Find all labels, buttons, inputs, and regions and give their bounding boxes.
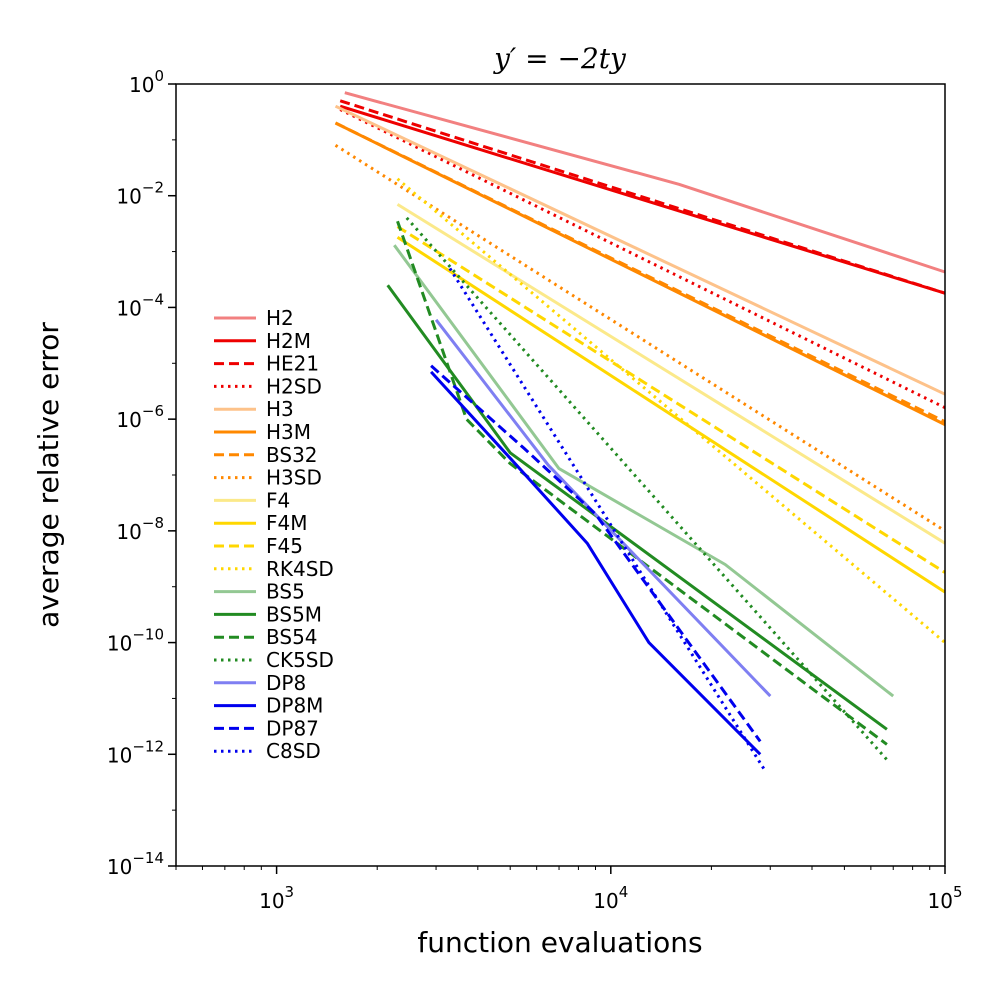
plot-frame — [175, 83, 946, 867]
y-tick-label: 10−6 — [116, 402, 164, 432]
legend-label: H3M — [266, 420, 311, 444]
series-line-h2 — [344, 91, 946, 274]
legend-label: H2M — [266, 329, 311, 353]
legend-label: H3SD — [266, 466, 322, 490]
legend-label: C8SD — [266, 739, 321, 763]
series-line-dp8 — [434, 318, 772, 698]
legend-item-bs5: BS5 — [214, 580, 305, 604]
series-line-dp8m — [429, 370, 762, 756]
series-line-h3 — [334, 104, 946, 396]
y-tick-label: 10−10 — [107, 626, 164, 656]
series-line-f4m — [396, 236, 946, 594]
legend-label: BS32 — [266, 443, 318, 467]
legend-label: RK4SD — [266, 557, 334, 581]
legend-label: BS5 — [266, 580, 305, 604]
series-line-he21 — [339, 99, 946, 295]
y-tick-label: 10−12 — [107, 737, 164, 767]
legend-item-h2m: H2M — [214, 329, 311, 353]
legend-item-bs5m: BS5M — [214, 602, 322, 626]
legend-label: BS5M — [266, 602, 322, 626]
legend-label: H2 — [266, 306, 294, 330]
legend-label: F4M — [266, 511, 307, 535]
series-line-h2sd — [339, 108, 946, 410]
legend-item-c8sd: C8SD — [214, 739, 321, 763]
legend-item-bs54: BS54 — [214, 625, 318, 649]
series-line-h3sd — [334, 144, 946, 533]
plot-area — [334, 91, 946, 772]
legend-label: HE21 — [266, 352, 319, 376]
legend-item-h3: H3 — [214, 397, 294, 421]
y-tick-label: 100 — [129, 67, 164, 97]
series-line-bs54 — [396, 220, 888, 746]
legend-item-f4m: F4M — [214, 511, 307, 535]
series-line-c8sd — [448, 267, 767, 772]
series-line-bs5 — [393, 244, 895, 698]
legend-item-rk4sd: RK4SD — [214, 557, 334, 581]
legend-item-h3m: H3M — [214, 420, 311, 444]
legend-label: CK5SD — [266, 648, 334, 672]
series-line-bs32 — [334, 121, 946, 424]
series-line-dp87 — [430, 364, 762, 743]
y-tick-label: 10−4 — [116, 290, 164, 320]
legend-item-ck5sd: CK5SD — [214, 648, 334, 672]
legend-item-h3sd: H3SD — [214, 466, 322, 490]
series-line-f4 — [396, 203, 946, 545]
x-tick-label: 105 — [928, 883, 963, 913]
x-tick-label: 103 — [259, 883, 294, 913]
legend-label: F45 — [266, 534, 303, 558]
chart-title: y′ = −2ty — [492, 42, 627, 75]
x-axis-label: function evaluations — [417, 926, 702, 959]
y-tick-label: 10−2 — [116, 179, 164, 209]
legend-item-f4: F4 — [214, 488, 290, 512]
y-tick-label: 10−14 — [107, 849, 164, 879]
legend-label: DP8M — [266, 694, 323, 718]
legend: H2H2MHE21H2SDH3H3MBS32H3SDF4F4MF45RK4SDB… — [214, 306, 334, 763]
y-tick-label: 10−8 — [116, 514, 164, 544]
legend-label: DP8 — [266, 671, 306, 695]
legend-item-he21: HE21 — [214, 352, 319, 376]
legend-item-h2: H2 — [214, 306, 294, 330]
series-line-ck5sd — [405, 216, 889, 761]
series-line-rk4sd — [396, 177, 946, 644]
x-tick-label: 104 — [593, 883, 628, 913]
legend-label: DP87 — [266, 716, 319, 740]
series-line-bs5m — [386, 284, 888, 731]
series-line-f45 — [396, 225, 946, 574]
legend-item-bs32: BS32 — [214, 443, 318, 467]
y-axis: 100 10−2 10−4 10−6 10−8 10−10 10−12 10−14 — [107, 67, 176, 879]
legend-label: BS54 — [266, 625, 318, 649]
legend-label: F4 — [266, 488, 290, 512]
legend-label: H2SD — [266, 374, 322, 398]
legend-item-h2sd: H2SD — [214, 374, 322, 398]
y-axis-label: average relative error — [32, 322, 65, 628]
legend-item-dp8: DP8 — [214, 671, 306, 695]
legend-label: H3 — [266, 397, 294, 421]
legend-item-dp87: DP87 — [214, 716, 319, 740]
legend-item-dp8m: DP8M — [214, 694, 323, 718]
legend-item-f45: F45 — [214, 534, 303, 558]
